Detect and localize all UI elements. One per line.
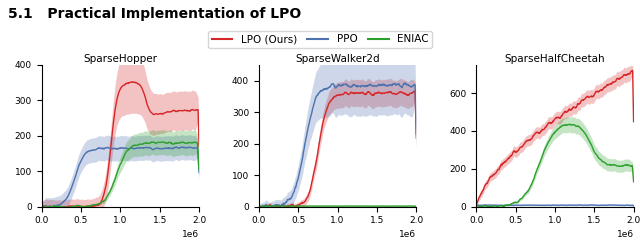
Title: SparseHalfCheetah: SparseHalfCheetah — [504, 54, 605, 64]
Text: 5.1   Practical Implementation of LPO: 5.1 Practical Implementation of LPO — [8, 7, 301, 21]
Title: SparseHopper: SparseHopper — [83, 54, 157, 64]
Legend: LPO (Ours), PPO, ENIAC: LPO (Ours), PPO, ENIAC — [209, 31, 431, 48]
Title: SparseWalker2d: SparseWalker2d — [295, 54, 380, 64]
